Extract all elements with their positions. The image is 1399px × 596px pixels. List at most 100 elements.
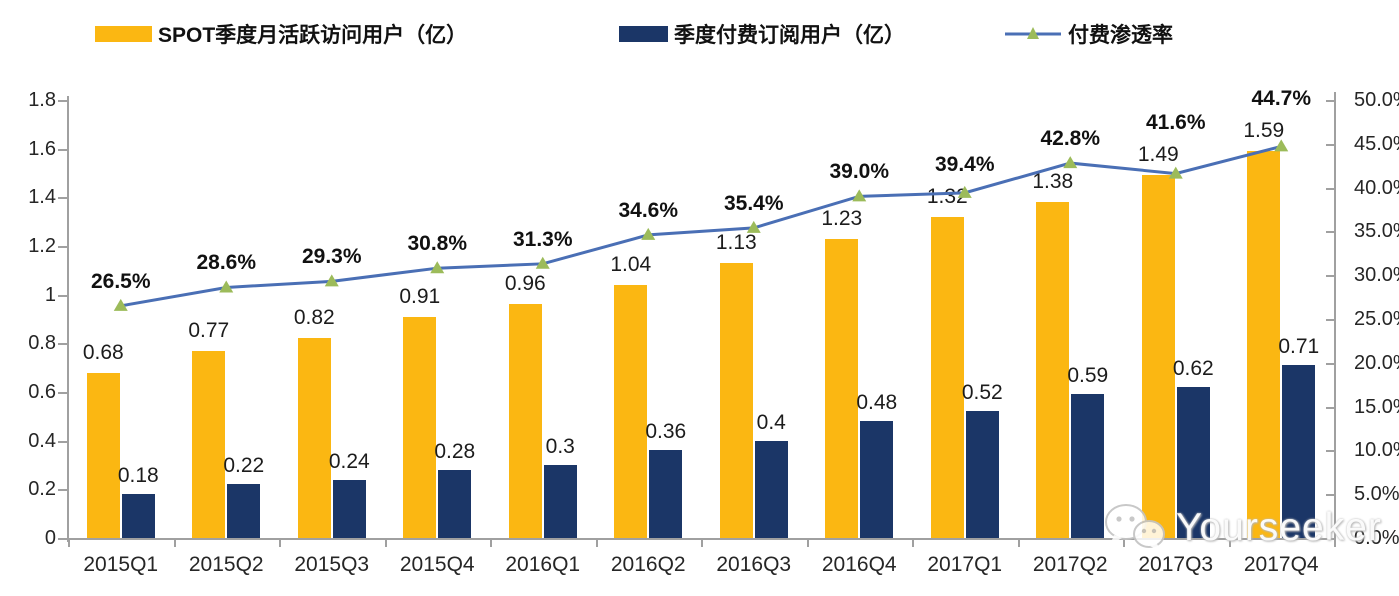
- x-tick-label: 2015Q4: [399, 553, 475, 576]
- pct-label: 28.6%: [196, 251, 257, 275]
- bar-subs: [121, 494, 155, 538]
- line-marker-triangle: [535, 256, 550, 269]
- line-marker-triangle: [641, 227, 656, 240]
- y-tick-label-left: 1.2: [28, 235, 56, 257]
- x-axis-tick: [490, 538, 492, 547]
- y-tick-label-left: 1.6: [28, 137, 56, 160]
- y-axis-right-tick: [1326, 538, 1334, 540]
- bar-label-mau: 1.38: [1032, 170, 1074, 194]
- x-axis-tick: [701, 538, 703, 547]
- x-tick-label: 2015Q3: [294, 553, 370, 576]
- y-tick-label-right: 40.0%: [1354, 176, 1399, 199]
- x-tick-label: 2016Q4: [821, 553, 897, 576]
- bar-mau: [508, 304, 542, 538]
- bar-label-mau: 0.91: [399, 284, 441, 308]
- y-tick-label-right: 50.0%: [1354, 89, 1399, 111]
- bar-label-subs: 0.36: [645, 420, 687, 444]
- pct-label: 42.8%: [1040, 127, 1101, 151]
- y-axis-left-tick: [58, 538, 68, 540]
- bar-label-mau: 1.32: [926, 184, 968, 208]
- legend-item-mau: SPOT季度月活跃访问用户（亿）: [95, 18, 467, 50]
- y-tick-label-right: 45.0%: [1354, 132, 1399, 155]
- y-axis-left: [67, 96, 69, 542]
- bar-label-mau: 0.96: [504, 272, 546, 296]
- bar-label-subs: 0.28: [434, 439, 476, 463]
- x-tick-label: 2016Q1: [505, 553, 581, 576]
- bar-label-subs: 0.3: [545, 435, 575, 458]
- pct-label: 39.0%: [829, 160, 890, 184]
- y-axis-right-tick: [1326, 319, 1334, 321]
- x-axis-tick: [1334, 538, 1336, 547]
- bar-label-subs: 0.71: [1278, 335, 1320, 359]
- bar-label-subs: 0.4: [756, 410, 786, 434]
- y-tick-label-right: 5.0%: [1354, 483, 1399, 506]
- pct-label: 29.3%: [301, 245, 362, 269]
- x-axis-tick: [68, 538, 70, 547]
- bar-mau: [192, 350, 226, 538]
- bar-mau: [930, 216, 964, 538]
- mau-bar-swatch: [95, 26, 152, 42]
- legend-label-subscribers: 季度付费订阅用户（亿）: [674, 24, 905, 47]
- pct-label: 39.4%: [934, 152, 995, 176]
- bar-label-subs: 0.62: [1172, 357, 1214, 381]
- x-tick-label: 2015Q1: [83, 553, 159, 576]
- pct-label: 35.4%: [723, 191, 784, 215]
- bar-subs: [860, 421, 894, 538]
- y-tick-label-right: 0.0%: [1354, 527, 1399, 549]
- y-tick-label-left: 1.4: [28, 186, 56, 209]
- bar-label-subs: 0.52: [961, 381, 1003, 405]
- bar-mau: [297, 338, 331, 538]
- y-tick-label-right: 10.0%: [1354, 439, 1399, 462]
- y-tick-label-right: 30.0%: [1354, 264, 1399, 287]
- y-axis-right: [1334, 92, 1336, 542]
- x-tick-label: 2015Q2: [188, 553, 264, 576]
- legend-item-penetration: 付费渗透率: [1004, 18, 1173, 50]
- legend-item-subscribers: 季度付费订阅用户（亿）: [619, 18, 905, 50]
- bar-mau: [614, 284, 648, 538]
- bar-subs: [965, 411, 999, 538]
- y-axis-right-tick: [1326, 100, 1334, 102]
- y-tick-label-left: 1: [44, 283, 56, 306]
- x-axis-tick: [279, 538, 281, 547]
- x-tick-label: 2016Q3: [716, 553, 792, 576]
- bar-label-subs: 0.22: [223, 454, 265, 478]
- pct-label: 26.5%: [90, 269, 151, 293]
- y-axis-left-tick: [58, 489, 68, 492]
- y-axis-left-tick: [58, 100, 68, 102]
- y-tick-label-right: 25.0%: [1354, 308, 1399, 330]
- bar-label-mau: 1.13: [715, 231, 757, 255]
- x-axis-tick: [806, 538, 809, 547]
- legend-label-penetration: 付费渗透率: [1068, 24, 1173, 47]
- pct-label: 30.8%: [407, 232, 468, 256]
- y-axis-right-tick: [1326, 362, 1334, 365]
- y-tick-label-right: 35.0%: [1354, 220, 1399, 243]
- bar-label-subs: 0.48: [856, 391, 898, 415]
- bar-subs: [1176, 387, 1210, 538]
- bar-subs: [438, 469, 472, 538]
- y-axis-right-tick: [1326, 494, 1334, 497]
- y-axis-left-tick: [58, 440, 68, 443]
- x-axis-tick: [1228, 538, 1231, 547]
- x-tick-label: 2017Q4: [1243, 553, 1319, 576]
- penetration-line-swatch: [1005, 27, 1061, 39]
- bar-subs: [227, 484, 261, 538]
- pct-label: 31.3%: [512, 227, 573, 251]
- bar-mau: [403, 316, 437, 538]
- bar-label-mau: 1.23: [821, 206, 863, 230]
- y-axis-left-tick: [58, 392, 68, 394]
- bar-subs: [1071, 394, 1105, 538]
- bar-subs: [1282, 365, 1316, 538]
- y-axis-right-tick: [1326, 275, 1334, 278]
- y-tick-label-right: 15.0%: [1354, 395, 1399, 418]
- bar-label-mau: 0.77: [188, 318, 230, 342]
- y-axis-left-tick: [58, 343, 68, 346]
- y-axis-left-tick: [58, 197, 68, 200]
- bar-subs: [754, 440, 788, 538]
- y-axis-right-tick: [1326, 406, 1334, 409]
- y-tick-label-left: 0.8: [28, 332, 56, 355]
- bar-subs: [649, 450, 683, 538]
- x-axis-tick: [912, 538, 914, 547]
- x-tick-label: 2017Q1: [927, 553, 1003, 576]
- y-axis-right-tick: [1326, 143, 1334, 146]
